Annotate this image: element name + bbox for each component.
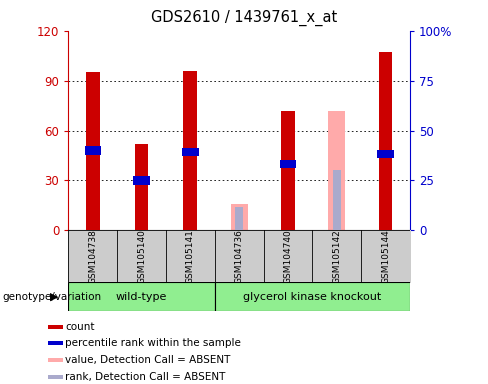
Text: GSM105141: GSM105141 bbox=[186, 229, 195, 284]
Bar bbox=[230, 204, 248, 230]
Text: GSM104738: GSM104738 bbox=[88, 229, 97, 284]
Text: GDS2610 / 1439761_x_at: GDS2610 / 1439761_x_at bbox=[151, 10, 337, 26]
Bar bbox=[377, 150, 394, 158]
Bar bbox=[133, 176, 150, 185]
Bar bbox=[235, 207, 243, 230]
Bar bbox=[48, 375, 63, 379]
Text: genotype/variation: genotype/variation bbox=[2, 291, 102, 302]
Text: value, Detection Call = ABSENT: value, Detection Call = ABSENT bbox=[65, 355, 231, 365]
Text: percentile rank within the sample: percentile rank within the sample bbox=[65, 338, 241, 348]
Text: GSM104736: GSM104736 bbox=[235, 229, 244, 284]
Text: wild-type: wild-type bbox=[116, 291, 167, 302]
Text: count: count bbox=[65, 322, 95, 332]
Text: rank, Detection Call = ABSENT: rank, Detection Call = ABSENT bbox=[65, 372, 226, 382]
Bar bbox=[84, 146, 101, 155]
Bar bbox=[182, 148, 199, 156]
Bar bbox=[183, 71, 197, 230]
Bar bbox=[215, 282, 410, 311]
Bar bbox=[281, 111, 295, 230]
Text: GSM105144: GSM105144 bbox=[381, 229, 390, 284]
Bar bbox=[333, 170, 341, 230]
Bar bbox=[328, 111, 345, 230]
Text: GSM104740: GSM104740 bbox=[284, 229, 292, 284]
Bar bbox=[86, 72, 100, 230]
Bar bbox=[48, 341, 63, 346]
Text: ▶: ▶ bbox=[50, 291, 59, 302]
Text: GSM105140: GSM105140 bbox=[137, 229, 146, 284]
Bar bbox=[135, 144, 148, 230]
Bar bbox=[280, 160, 296, 168]
Bar bbox=[48, 358, 63, 362]
Bar bbox=[68, 282, 215, 311]
Bar bbox=[379, 52, 392, 230]
Text: GSM105142: GSM105142 bbox=[332, 229, 341, 284]
Text: glycerol kinase knockout: glycerol kinase knockout bbox=[243, 291, 382, 302]
Bar bbox=[48, 324, 63, 329]
